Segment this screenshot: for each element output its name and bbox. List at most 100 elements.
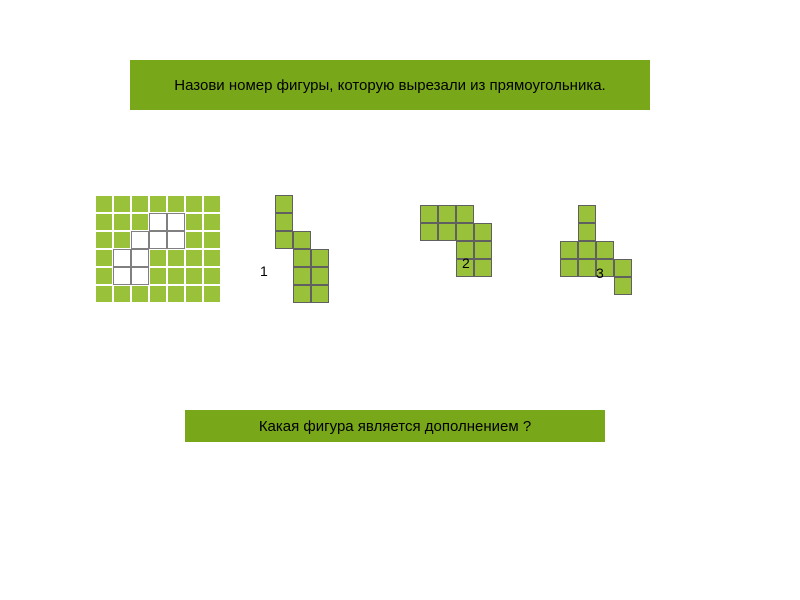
grid-cell bbox=[474, 205, 492, 223]
grid-cell bbox=[203, 267, 221, 285]
grid-cell bbox=[578, 241, 596, 259]
figure-rectangle bbox=[95, 195, 221, 303]
grid-cell bbox=[95, 285, 113, 303]
grid-cell bbox=[149, 195, 167, 213]
grid-cell bbox=[438, 205, 456, 223]
grid-cell bbox=[131, 213, 149, 231]
figure-1-label: 1 bbox=[260, 263, 268, 279]
grid-cell bbox=[456, 223, 474, 241]
grid-cell bbox=[474, 241, 492, 259]
figure-2 bbox=[420, 205, 492, 277]
grid-cell bbox=[167, 213, 185, 231]
grid-cell bbox=[438, 241, 456, 259]
grid-cell bbox=[420, 205, 438, 223]
question-text-top: Назови номер фигуры, которую вырезали из… bbox=[174, 77, 605, 94]
grid-cell bbox=[113, 213, 131, 231]
grid-cell bbox=[203, 249, 221, 267]
grid-cell bbox=[275, 267, 293, 285]
grid-cell bbox=[95, 213, 113, 231]
grid-cell bbox=[167, 285, 185, 303]
grid-cell bbox=[185, 285, 203, 303]
grid-cell bbox=[311, 231, 329, 249]
grid-cell bbox=[596, 205, 614, 223]
grid-cell bbox=[560, 259, 578, 277]
figure-3 bbox=[560, 205, 632, 295]
grid-cell bbox=[275, 249, 293, 267]
grid-cell bbox=[474, 223, 492, 241]
question-banner-top: Назови номер фигуры, которую вырезали из… bbox=[130, 60, 650, 110]
grid-cell bbox=[578, 277, 596, 295]
grid-cell bbox=[167, 249, 185, 267]
grid-cell bbox=[149, 231, 167, 249]
figure-3-label: 3 bbox=[596, 265, 604, 281]
grid-cell bbox=[474, 259, 492, 277]
grid-cell bbox=[596, 223, 614, 241]
grid-cell bbox=[95, 195, 113, 213]
grid-cell bbox=[167, 267, 185, 285]
grid-cell bbox=[293, 195, 311, 213]
grid-cell bbox=[311, 213, 329, 231]
grid-cell bbox=[185, 249, 203, 267]
grid-cell bbox=[614, 277, 632, 295]
grid-cell bbox=[149, 213, 167, 231]
grid-cell bbox=[614, 205, 632, 223]
grid-cell bbox=[95, 231, 113, 249]
grid-cell bbox=[95, 267, 113, 285]
grid-cell bbox=[185, 195, 203, 213]
grid-cell bbox=[131, 231, 149, 249]
grid-cell bbox=[578, 205, 596, 223]
grid-cell bbox=[293, 231, 311, 249]
figure-2-label: 2 bbox=[462, 255, 470, 271]
grid-cell bbox=[275, 195, 293, 213]
grid-cell bbox=[275, 285, 293, 303]
grid-cell bbox=[293, 213, 311, 231]
grid-cell bbox=[131, 195, 149, 213]
grid-cell bbox=[311, 285, 329, 303]
grid-cell bbox=[149, 267, 167, 285]
grid-cell bbox=[95, 249, 113, 267]
grid-cell bbox=[113, 249, 131, 267]
grid-cell bbox=[596, 241, 614, 259]
grid-cell bbox=[438, 259, 456, 277]
grid-cell bbox=[311, 195, 329, 213]
grid-cell bbox=[113, 195, 131, 213]
grid-cell bbox=[456, 205, 474, 223]
grid-cell bbox=[275, 213, 293, 231]
grid-cell bbox=[560, 223, 578, 241]
grid-cell bbox=[578, 259, 596, 277]
grid-cell bbox=[185, 267, 203, 285]
grid-cell bbox=[311, 249, 329, 267]
grid-cell bbox=[293, 285, 311, 303]
grid-cell bbox=[149, 249, 167, 267]
grid-cell bbox=[578, 223, 596, 241]
grid-cell bbox=[275, 231, 293, 249]
grid-cell bbox=[560, 205, 578, 223]
grid-cell bbox=[614, 241, 632, 259]
grid-cell bbox=[113, 231, 131, 249]
grid-cell bbox=[311, 267, 329, 285]
grid-cell bbox=[131, 249, 149, 267]
figure-1 bbox=[275, 195, 329, 303]
grid-cell bbox=[167, 231, 185, 249]
grid-cell bbox=[560, 277, 578, 295]
grid-cell bbox=[438, 223, 456, 241]
grid-cell bbox=[293, 249, 311, 267]
grid-cell bbox=[131, 267, 149, 285]
grid-cell bbox=[185, 213, 203, 231]
question-banner-bottom: Какая фигура является дополнением ? bbox=[185, 410, 605, 442]
grid-cell bbox=[185, 231, 203, 249]
grid-cell bbox=[131, 285, 149, 303]
question-text-bottom: Какая фигура является дополнением ? bbox=[259, 418, 531, 435]
grid-cell bbox=[203, 195, 221, 213]
grid-cell bbox=[149, 285, 167, 303]
grid-cell bbox=[203, 285, 221, 303]
grid-cell bbox=[203, 231, 221, 249]
grid-cell bbox=[293, 267, 311, 285]
grid-cell bbox=[203, 213, 221, 231]
grid-cell bbox=[560, 241, 578, 259]
grid-cell bbox=[167, 195, 185, 213]
grid-cell bbox=[614, 223, 632, 241]
grid-cell bbox=[420, 259, 438, 277]
grid-cell bbox=[420, 241, 438, 259]
grid-cell bbox=[614, 259, 632, 277]
